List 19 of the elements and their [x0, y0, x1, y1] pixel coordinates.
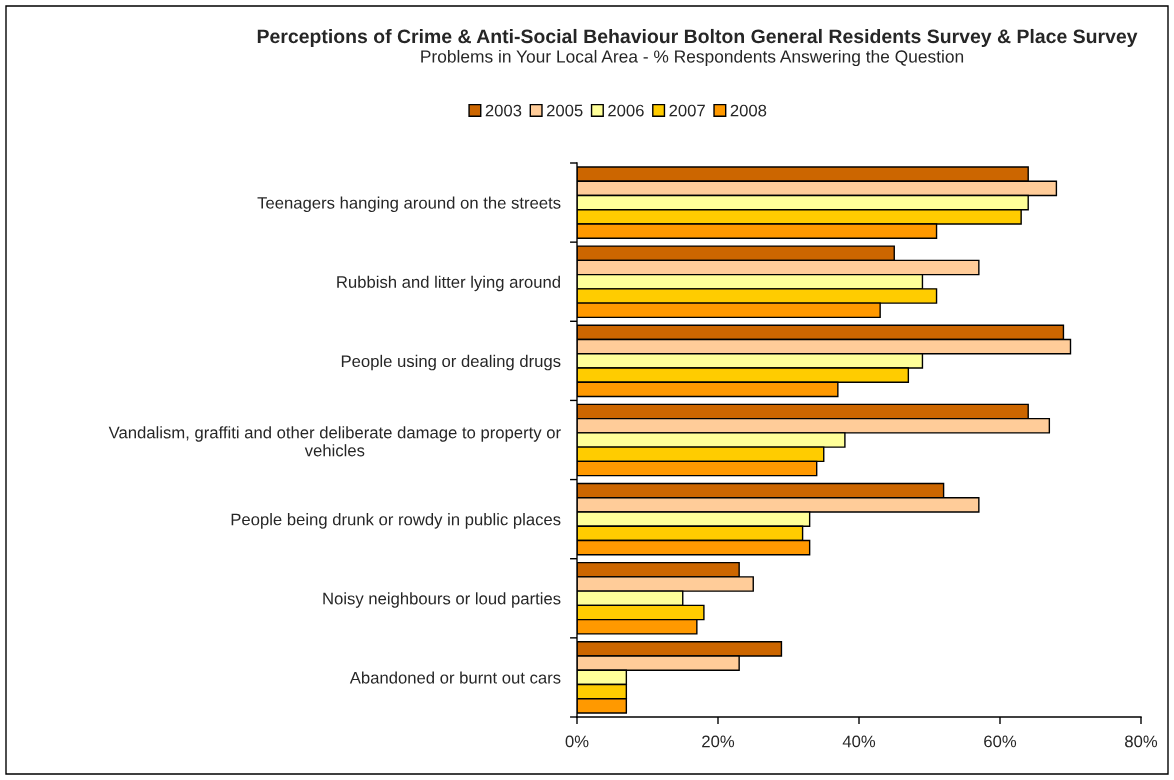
legend-label: 2008 [730, 104, 767, 117]
chart-title: Perceptions of Crime & Anti-Social Behaviour Bolton General Residents Survey & Place Survey [257, 28, 1138, 48]
chart-subtitle: Problems in Your Local Area - % Respondents Answering the Question [421, 49, 964, 67]
x-tick-label: 60% [984, 735, 1017, 748]
x-tick-label: 80% [1125, 735, 1158, 748]
legend-label: 2007 [669, 104, 705, 117]
legend-label: 2005 [546, 104, 583, 117]
x-tick-label: 40% [842, 735, 876, 748]
x-tick-label: 0% [565, 735, 589, 748]
legend-label: 2003 [485, 104, 522, 117]
y-tick-label: People being drunk or rowdy in public places [231, 513, 561, 529]
y-tick-label: People using or dealing drugs [341, 354, 561, 371]
y-tick-label: Vandalism, graffiti and other deliberate damage to property or vehicles [108, 426, 561, 457]
y-tick-label: Noisy neighbours or loud parties [323, 592, 561, 608]
y-tick-label: Abandoned or burnt out cars [349, 671, 561, 684]
legend-label: 2006 [608, 104, 644, 117]
y-tick-label: Rubbish and litter lying around [337, 275, 560, 292]
x-tick-label: 20% [702, 735, 735, 748]
y-tick-label: Teenagers hanging around on the streets [257, 196, 561, 213]
